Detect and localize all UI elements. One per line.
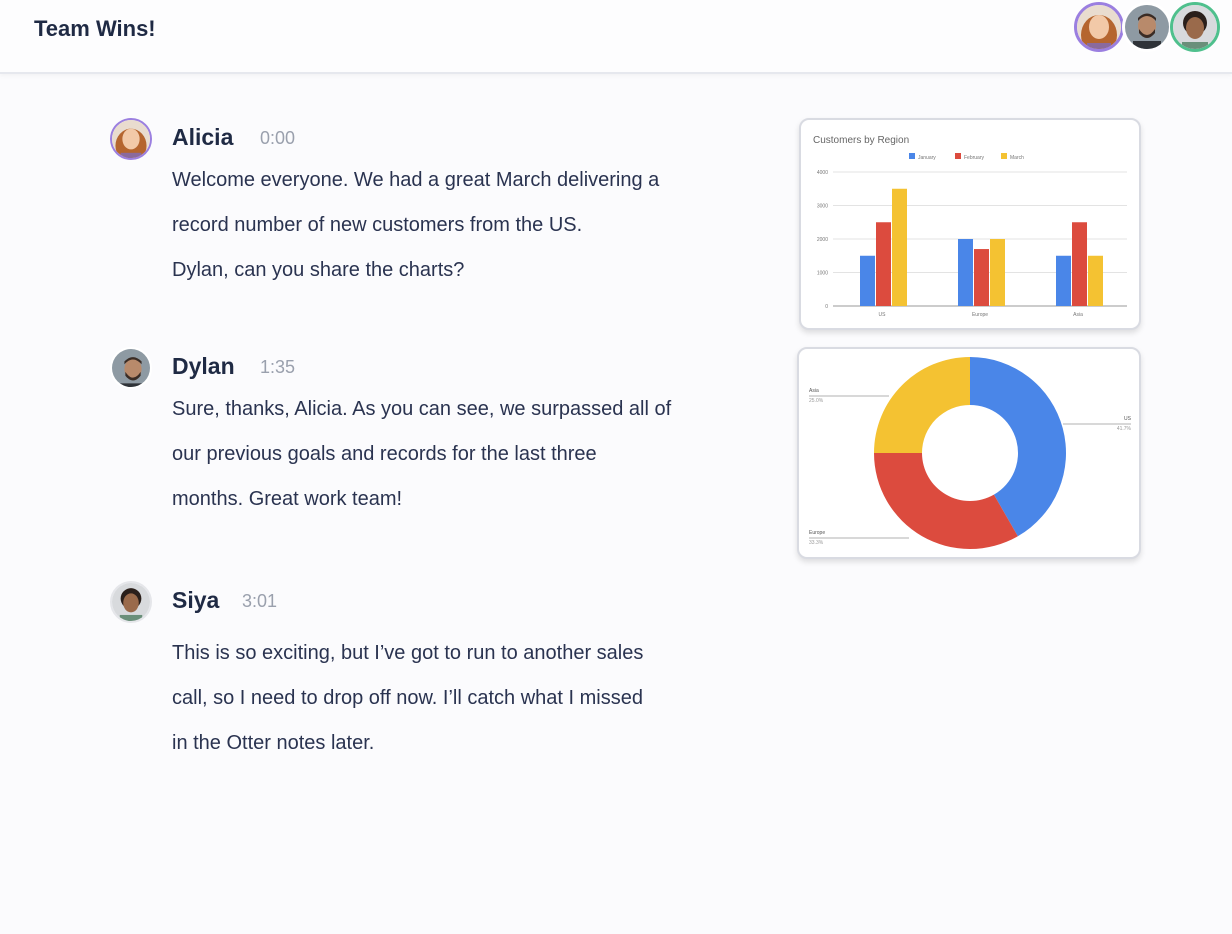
x-tick-label: Europe [972, 312, 988, 318]
participant-avatar-siya[interactable] [1170, 2, 1220, 52]
top-bar: Team Wins! [0, 0, 1232, 74]
legend-swatch [909, 153, 915, 159]
speaker-name: Alicia [172, 124, 234, 150]
legend-label: February [964, 155, 985, 161]
message-line: our previous goals and records for the l… [172, 443, 597, 465]
legend-swatch [955, 153, 961, 159]
bar [860, 255, 875, 306]
y-tick-label: 0 [825, 304, 828, 310]
avatar [110, 581, 152, 623]
donut-slice [874, 453, 1018, 549]
message-text: This is so exciting, but I’ve got to run… [172, 631, 752, 766]
bar-chart-card[interactable]: Customers by Region January February March 0… [799, 118, 1141, 330]
transcript-message: Siya 3:01 This is so exciting, but I’ve … [110, 581, 750, 781]
message-line: call, so I need to drop off now. I’ll ca… [172, 687, 643, 709]
timestamp[interactable]: 1:35 [260, 357, 296, 377]
message-line: Welcome everyone. We had a great March d… [172, 169, 660, 191]
bar [1072, 222, 1087, 306]
bar [1056, 255, 1071, 306]
slice-label: US [1124, 416, 1132, 422]
bar [990, 239, 1005, 306]
avatar [110, 118, 152, 160]
bar [1088, 255, 1103, 306]
speaker-name: Siya [172, 587, 220, 613]
donut-slice [970, 357, 1066, 537]
message-line: Dylan, can you share the charts? [172, 259, 465, 281]
y-tick-label: 4000 [817, 170, 828, 176]
message-line: Sure, thanks, Alicia. As you can see, we… [172, 398, 672, 420]
message-line: months. Great work team! [172, 488, 403, 510]
meeting-title: Team Wins! [34, 16, 156, 41]
y-tick-label: 3000 [817, 204, 828, 210]
participant-avatar-dylan[interactable] [1122, 2, 1172, 52]
y-tick-label: 1000 [817, 271, 828, 277]
x-tick-label: US [879, 312, 887, 318]
legend-label: January [918, 155, 936, 161]
bar [876, 222, 891, 306]
slice-percent-label: 41.7% [1117, 426, 1132, 432]
slice-percent-label: 33.3% [809, 540, 824, 546]
message-line: record number of new customers from the … [172, 214, 583, 236]
y-tick-label: 2000 [817, 237, 828, 243]
timestamp[interactable]: 3:01 [242, 591, 278, 611]
avatar [110, 347, 152, 389]
message-text: Sure, thanks, Alicia. As you can see, we… [172, 387, 752, 522]
slice-percent-label: 25.0% [809, 398, 824, 404]
slice-label: Asia [809, 388, 819, 394]
message-text: Welcome everyone. We had a great March d… [172, 158, 752, 293]
donut-slice [874, 357, 970, 453]
participant-avatar-alicia[interactable] [1074, 2, 1124, 52]
chart-title: Customers by Region [813, 135, 909, 146]
bar [974, 249, 989, 306]
legend-label: March [1010, 155, 1024, 161]
speaker-name: Dylan [172, 353, 235, 379]
timestamp[interactable]: 0:00 [260, 128, 296, 148]
slice-label: Europe [809, 530, 825, 536]
legend-swatch [1001, 153, 1007, 159]
donut-chart: US 41.7% Europe 33.3% Asia 25.0% [809, 357, 1132, 549]
transcript-message: Dylan 1:35 Sure, thanks, Alicia. As you … [110, 347, 750, 527]
donut-chart-card[interactable]: US 41.7% Europe 33.3% Asia 25.0% [797, 347, 1141, 559]
bar [958, 239, 973, 306]
transcript-message: Alicia 0:00 Welcome everyone. We had a g… [110, 118, 750, 298]
message-line: This is so exciting, but I’ve got to run… [172, 642, 644, 664]
x-tick-label: Asia [1073, 312, 1083, 318]
bar [892, 188, 907, 306]
participant-avatars [1074, 2, 1232, 56]
bar-chart: Customers by Region January February March 0… [813, 135, 1127, 318]
message-line: in the Otter notes later. [172, 732, 375, 754]
